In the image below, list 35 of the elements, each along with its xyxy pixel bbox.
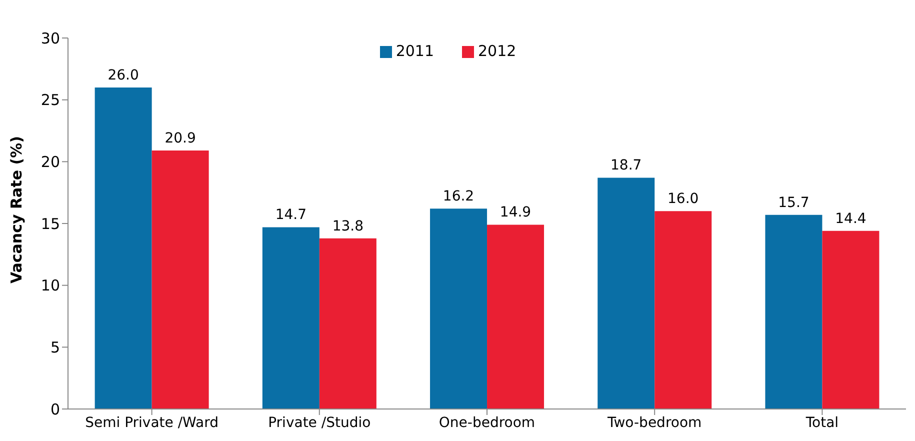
bar [654,211,712,409]
bar [152,150,209,409]
bar [319,238,376,409]
bar [430,208,488,409]
y-tick-label: 10 [40,276,60,295]
y-tick-label: 30 [40,29,60,48]
data-label: 14.7 [275,207,306,224]
y-tick-label: 25 [40,91,60,110]
y-tick-label: 20 [40,152,60,171]
x-tick-label: Two-bedroom [606,414,702,431]
data-label: 26.0 [108,67,139,84]
x-tick-label: Total [804,414,839,431]
data-label: 16.0 [668,191,699,208]
data-label: 20.9 [164,130,196,147]
bar [94,87,152,409]
data-label: 16.2 [442,188,474,205]
data-label: 15.7 [778,194,810,211]
bar [487,224,544,409]
y-tick-label: 15 [40,214,60,233]
y-tick-label: 5 [50,338,60,356]
data-label: 18.7 [610,158,642,174]
x-tick-label: Semi Private /Ward [85,414,218,431]
y-tick-label: 0 [50,400,60,418]
y-axis-title: Vacancy Rate (%) [7,136,26,284]
x-tick-label: One-bedroom [438,414,536,431]
legend-label: 2012 [478,42,516,60]
bar [598,178,655,409]
bar [765,214,822,409]
bar [262,227,320,409]
data-label: 14.9 [500,204,532,221]
data-label: 14.4 [835,210,866,227]
legend-label: 2011 [396,42,434,60]
x-tick-label: Private /Studio [268,414,371,431]
data-label: 13.8 [332,218,364,234]
bar [822,230,880,409]
